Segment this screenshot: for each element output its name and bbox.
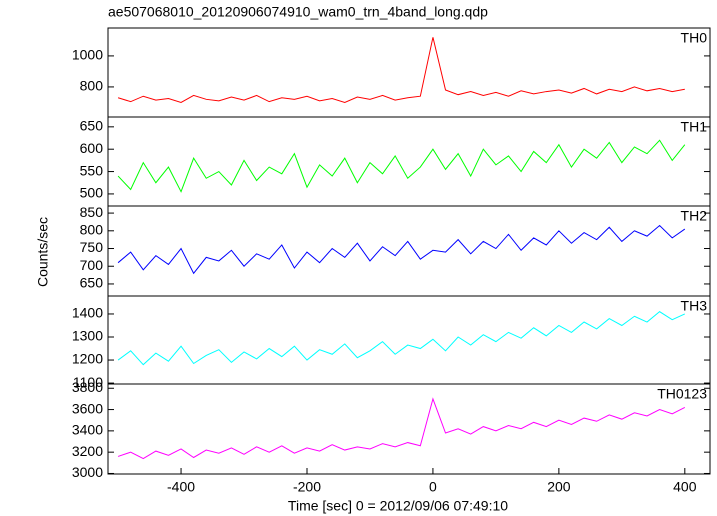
y-tick-label: 1100 bbox=[73, 374, 103, 390]
panel-label: TH0123 bbox=[657, 386, 707, 402]
y-tick-label: 1300 bbox=[72, 328, 103, 344]
x-tick-label: 0 bbox=[429, 479, 437, 495]
data-line bbox=[117, 311, 686, 366]
y-tick-label: 3600 bbox=[72, 400, 103, 416]
y-tick-label: 800 bbox=[80, 78, 104, 94]
panel-label: TH0 bbox=[681, 30, 708, 46]
y-tick-label: 750 bbox=[80, 239, 104, 255]
y-axis-label: Counts/sec bbox=[35, 217, 51, 287]
panel-label: TH2 bbox=[681, 208, 708, 224]
y-tick-label: 550 bbox=[80, 162, 104, 178]
y-tick-label: 3200 bbox=[72, 443, 103, 459]
data-line bbox=[117, 224, 686, 275]
x-tick-label: -400 bbox=[167, 479, 195, 495]
y-tick-label: 1200 bbox=[72, 351, 103, 367]
x-axis-label: Time [sec] 0 = 2012/09/06 07:49:10 bbox=[288, 498, 508, 514]
data-line bbox=[117, 37, 685, 103]
x-tick-label: -200 bbox=[293, 479, 321, 495]
data-line bbox=[117, 397, 686, 460]
panel-frame bbox=[107, 295, 711, 385]
panel-label: TH1 bbox=[681, 119, 708, 135]
panel-frame bbox=[107, 27, 711, 118]
y-tick-label: 1000 bbox=[72, 47, 103, 63]
y-tick-label: 800 bbox=[80, 222, 104, 238]
panel-frame bbox=[107, 205, 711, 297]
y-tick-label: 650 bbox=[80, 118, 104, 134]
y-tick-label: 700 bbox=[80, 257, 104, 273]
y-tick-label: 1400 bbox=[72, 305, 103, 321]
chart-title: ae507068010_20120906074910_wam0_trn_4ban… bbox=[108, 4, 488, 20]
x-tick-label: 200 bbox=[547, 479, 571, 495]
data-line bbox=[117, 139, 686, 193]
y-tick-label: 850 bbox=[80, 204, 104, 220]
panel-label: TH3 bbox=[681, 298, 708, 314]
y-tick-label: 3800 bbox=[72, 379, 103, 395]
y-tick-label: 500 bbox=[80, 185, 104, 201]
y-tick-label: 600 bbox=[80, 140, 104, 156]
x-tick-label: 400 bbox=[673, 479, 697, 495]
y-tick-label: 650 bbox=[80, 275, 104, 291]
panel-frame bbox=[107, 383, 711, 475]
panel-frame bbox=[107, 116, 711, 207]
y-tick-label: 3000 bbox=[72, 464, 103, 480]
y-tick-label: 3400 bbox=[72, 422, 103, 438]
